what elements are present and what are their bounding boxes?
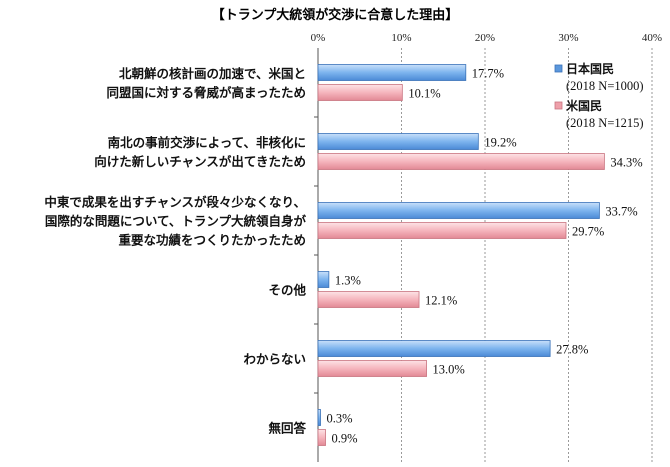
category-label: 重要な功績をつくりたかったため — [118, 233, 306, 248]
bar-us — [317, 153, 605, 170]
bar-us — [317, 291, 420, 308]
legend-swatch — [554, 101, 563, 110]
data-label: 0.9% — [332, 432, 358, 446]
data-label: 33.7% — [605, 205, 637, 219]
data-label: 0.3% — [327, 412, 353, 426]
bar-japan — [317, 409, 321, 426]
x-tick-label: 10% — [391, 32, 411, 44]
category-label: 中東で成果を出すチャンスが段々少なくなり、 — [44, 195, 306, 210]
data-label: 27.8% — [556, 343, 588, 357]
data-label: 29.7% — [572, 225, 604, 239]
x-tick-label: 0% — [311, 32, 326, 44]
category-label: 向けた新しいチャンスが出てきたため — [94, 154, 306, 169]
category-label: 南北の事前交渉によって、非核化に — [108, 135, 306, 150]
category-label: その他 — [268, 283, 306, 298]
legend-label: 米国民 — [566, 98, 602, 113]
axis-ticks: 0% 10% 20% 30% 40% — [311, 32, 662, 44]
data-label: 19.2% — [484, 136, 516, 150]
gridlines — [314, 48, 653, 462]
legend-note: (2018 N=1000) — [566, 79, 644, 93]
data-label: 12.1% — [425, 294, 457, 308]
bar-japan — [317, 271, 330, 288]
legend-swatch — [554, 64, 563, 73]
legend-label: 日本国民 — [566, 61, 614, 76]
data-label: 34.3% — [610, 156, 642, 170]
chart-title: 【トランプ大統領が交渉に合意した理由】 — [212, 7, 459, 23]
legend-note: (2018 N=1215) — [566, 116, 644, 130]
bar-japan — [317, 64, 467, 81]
bar-japan — [317, 340, 551, 357]
legend: 日本国民 (2018 N=1000) 米国民 (2018 N=1215) — [554, 61, 644, 130]
bar-japan — [317, 202, 600, 219]
bar-us — [317, 222, 567, 239]
bar-us — [317, 360, 427, 377]
x-tick-label: 20% — [475, 32, 495, 44]
x-tick-label: 30% — [558, 32, 578, 44]
category-label: 北朝鮮の核計画の加速で、米国と — [119, 66, 306, 81]
category-labels: 北朝鮮の核計画の加速で、米国と同盟国に対する脅威が高まったため南北の事前交渉によ… — [44, 66, 306, 436]
data-label: 10.1% — [408, 87, 440, 101]
category-label: わからない — [243, 352, 306, 367]
category-label: 無回答 — [268, 421, 306, 436]
bar-us — [317, 84, 403, 101]
category-label: 国際的な問題について、トランプ大統領自身が — [45, 214, 307, 229]
bars: 17.7% 10.1% 19.2% 34.3% 33.7%29.7% 1.3% 12.1% 2… — [317, 64, 643, 446]
data-label: 17.7% — [472, 67, 504, 81]
bar-us — [317, 429, 326, 446]
data-label: 1.3% — [335, 274, 361, 288]
category-label: 同盟国に対する脅威が高まったため — [106, 85, 306, 100]
data-label: 13.0% — [433, 363, 465, 377]
bar-japan — [317, 133, 479, 150]
x-tick-label: 40% — [642, 32, 662, 44]
